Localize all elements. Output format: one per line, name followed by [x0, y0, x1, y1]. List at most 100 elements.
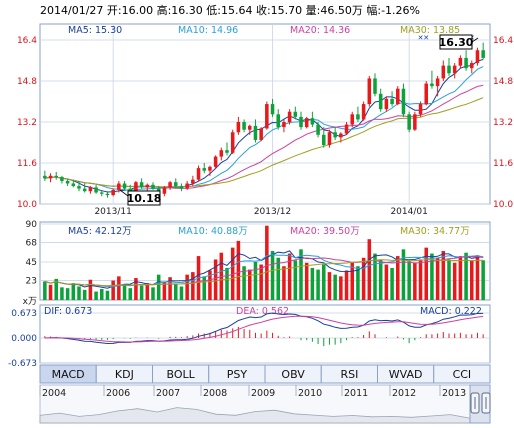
- price-x-tick: 2014/01: [390, 207, 427, 217]
- candle: [185, 180, 189, 190]
- timeline-year: 2007: [156, 388, 180, 399]
- tab-psy[interactable]: PSY: [208, 364, 266, 384]
- volume-bar: [447, 259, 451, 300]
- volume-bar: [88, 279, 93, 300]
- candle: [350, 111, 354, 128]
- price-ma-label: MA30: 13.85: [400, 25, 460, 36]
- volume-bar: [373, 253, 377, 300]
- candle: [287, 109, 292, 125]
- event-marker-icon[interactable]: ✕: [418, 34, 424, 42]
- volume-ma30-line: [44, 258, 484, 287]
- timeline-right-handle[interactable]: [481, 392, 491, 414]
- candle: [145, 183, 150, 192]
- candle: [248, 124, 252, 135]
- low-callout: 10.18: [119, 189, 161, 206]
- candle: [225, 142, 229, 156]
- volume-bar: [43, 281, 47, 300]
- macd-label: DIF: 0.673: [44, 306, 92, 317]
- candle: [60, 175, 64, 184]
- volume-bar: [310, 267, 315, 300]
- volume-bar: [270, 251, 275, 300]
- volume-bar: [316, 269, 320, 300]
- tab-rsi[interactable]: RSI: [320, 364, 378, 384]
- volume-bar: [407, 261, 411, 300]
- candle: [407, 111, 411, 133]
- tab-boll[interactable]: BOLL: [152, 364, 210, 384]
- tab-kdj[interactable]: KDJ: [95, 364, 153, 384]
- candle: [447, 57, 451, 76]
- candle: [54, 171, 58, 180]
- tab-cci[interactable]: CCI: [433, 364, 491, 384]
- candle: [384, 96, 389, 112]
- macd-y-tick: 0.000: [11, 334, 37, 344]
- candle: [356, 106, 360, 122]
- macd-lines: [44, 312, 484, 345]
- candle: [219, 147, 224, 161]
- price-ma-labels: MA5: 15.30 MA10: 14.96 MA20: 14.36 MA30: 13…: [68, 25, 460, 36]
- candle: [71, 179, 76, 188]
- volume-bar: [470, 260, 474, 300]
- volume-bar: [77, 286, 81, 300]
- candle: [259, 127, 263, 142]
- candle: [390, 91, 394, 107]
- price-y-tick-right: 10.0: [493, 200, 513, 210]
- tab-label: MACD: [52, 368, 85, 381]
- volume-bar: [481, 260, 485, 300]
- candle: [174, 178, 178, 189]
- candle: [464, 50, 468, 71]
- price-panel[interactable]: [39, 23, 491, 205]
- volume-bar: [225, 267, 229, 300]
- timeline-left-handle[interactable]: [470, 392, 480, 414]
- volume-bar: [179, 286, 184, 300]
- volume-bar: [276, 257, 280, 300]
- volume-bar: [333, 274, 337, 300]
- timeline-year: 2006: [106, 388, 130, 399]
- candle: [48, 173, 53, 183]
- volume-bar: [156, 274, 161, 300]
- volume-bar: [111, 280, 115, 300]
- indicator-tabs[interactable]: MACD KDJ BOLL PSY OBV RSI WVAD CCI: [39, 364, 491, 384]
- volume-y-tick: x万: [23, 297, 37, 307]
- volume-ma-lines: [44, 250, 484, 289]
- timeline-year: 2011: [344, 388, 368, 399]
- volume-bar: [65, 288, 70, 300]
- candle: [230, 129, 235, 155]
- candle: [430, 70, 434, 89]
- candle: [265, 101, 269, 130]
- price-y-tick-left: 10.0: [17, 200, 37, 210]
- price-x-axis: 2013/11 2013/12 2014/01: [94, 207, 427, 217]
- tab-label: PSY: [227, 368, 248, 381]
- volume-bar: [430, 253, 434, 300]
- tab-obv[interactable]: OBV: [264, 364, 322, 384]
- candle: [378, 88, 383, 112]
- candle: [94, 184, 98, 194]
- event-marker-icon[interactable]: ✕: [423, 34, 429, 42]
- high-callout-text: 16.30: [439, 36, 474, 49]
- volume-bar: [60, 287, 64, 300]
- tab-wvad[interactable]: WVAD: [377, 364, 435, 384]
- price-y-tick-right: 13.2: [493, 118, 513, 128]
- candle: [105, 191, 110, 198]
- volume-bar: [413, 262, 417, 300]
- volume-bar: [401, 249, 406, 300]
- volume-bar: [259, 264, 263, 300]
- candle: [202, 163, 206, 174]
- volume-bar: [458, 256, 463, 300]
- volume-bar: [191, 272, 195, 300]
- candle: [162, 186, 167, 197]
- high-callout: 16.30: [439, 34, 479, 50]
- macd-labels: DIF: 0.673 DEA: 0.562 MACD: 0.222: [44, 306, 482, 317]
- candle: [122, 180, 127, 190]
- price-y-tick-right: 16.4: [493, 36, 513, 46]
- price-x-tick: 2013/12: [254, 207, 291, 217]
- volume-ma-labels: MA5: 42.12万 MA10: 40.88万 MA20: 39.50万 MA30:…: [68, 226, 470, 237]
- candle: [168, 180, 172, 190]
- tab-macd[interactable]: MACD: [39, 364, 97, 384]
- candle: [77, 180, 81, 192]
- volume-bar: [230, 247, 235, 300]
- volume-bar: [128, 288, 132, 300]
- tab-label: BOLL: [166, 368, 195, 381]
- volume-bar: [367, 239, 372, 300]
- volume-y-tick: 23: [26, 277, 37, 287]
- candle: [344, 122, 349, 135]
